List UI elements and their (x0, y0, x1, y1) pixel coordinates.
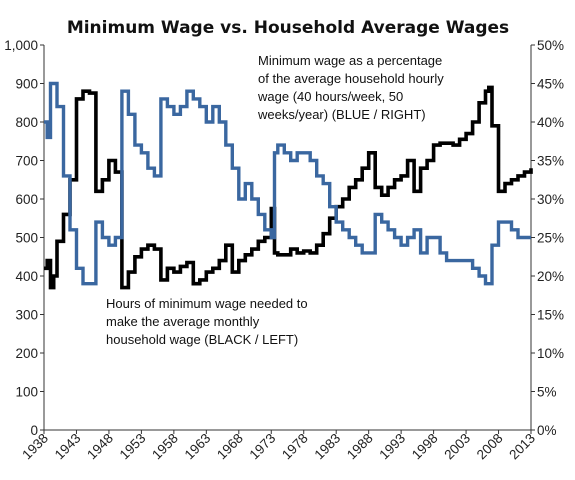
annotation-blue-line: of the average household hourly (258, 71, 444, 86)
y-right-tick-label: 0% (537, 423, 557, 438)
annotation-blue-line: wage (40 hours/week, 50 (257, 89, 403, 104)
x-tick-label: 1988 (344, 431, 376, 463)
y-left-tick-label: 800 (15, 115, 38, 130)
x-tick-label: 1978 (279, 431, 311, 463)
annotation-blue-line: Minimum wage as a percentage (258, 53, 442, 68)
y-right-tick-label: 35% (537, 154, 564, 169)
x-tick-label: 2008 (474, 431, 506, 463)
x-tick-label: 1968 (214, 431, 246, 463)
x-tick-label: 2013 (506, 431, 538, 463)
y-left-tick-label: 400 (15, 269, 38, 284)
y-right-tick-label: 10% (537, 346, 564, 361)
y-right-tick-label: 15% (537, 308, 564, 323)
x-tick-label: 1958 (149, 431, 181, 463)
y-left-tick-label: 500 (15, 231, 38, 246)
annotation-black-line: Hours of minimum wage needed to (106, 296, 308, 311)
y-left-tick-label: 700 (15, 154, 38, 169)
y-left-tick-label: 100 (15, 385, 38, 400)
y-right-tick-label: 40% (537, 115, 564, 130)
x-tick-label: 1963 (182, 431, 214, 463)
y-left-tick-label: 200 (15, 346, 38, 361)
y-right-tick-label: 25% (537, 231, 564, 246)
x-tick-label: 2003 (441, 431, 473, 463)
y-right-tick-label: 5% (537, 385, 557, 400)
annotation-blue-line: weeks/year) (BLUE / RIGHT) (257, 107, 426, 122)
chart-title: Minimum Wage vs. Household Average Wages (67, 18, 509, 38)
y-left-tick-label: 300 (15, 308, 38, 323)
y-left-tick-label: 600 (15, 192, 38, 207)
series-line-blue (44, 81, 531, 286)
x-tick-label: 1938 (19, 431, 51, 463)
y-right-tick-label: 20% (537, 269, 564, 284)
y-left-tick-label: 0 (30, 423, 38, 438)
y-left-tick-label: 900 (15, 77, 38, 92)
x-tick-label: 1983 (311, 431, 343, 463)
x-tick-label: 1993 (376, 431, 408, 463)
y-right-tick-label: 50% (537, 38, 564, 53)
x-tick-label: 1998 (409, 431, 441, 463)
y-right-tick-label: 30% (537, 192, 564, 207)
series-line-black (44, 85, 533, 290)
x-tick-label: 1953 (117, 431, 149, 463)
x-tick-label: 1973 (247, 431, 279, 463)
y-left-tick-label: 1,000 (4, 38, 38, 53)
annotation-black-line: make the average monthly (106, 314, 260, 329)
x-tick-label: 1943 (52, 431, 84, 463)
annotation-black-line: household wage (BLACK / LEFT) (106, 332, 298, 347)
x-tick-label: 1948 (84, 431, 116, 463)
y-right-tick-label: 45% (537, 77, 564, 92)
